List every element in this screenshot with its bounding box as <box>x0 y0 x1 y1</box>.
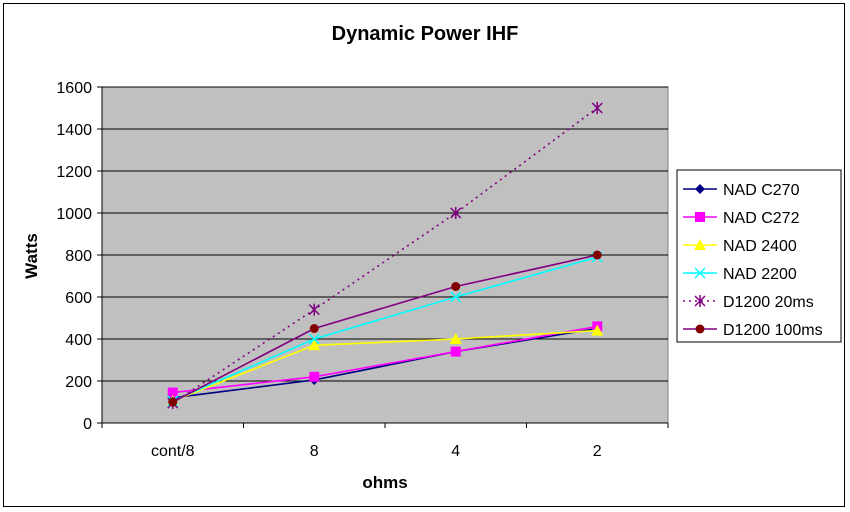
series-line <box>172 325 598 394</box>
x-tick-label: cont/8 <box>151 443 195 460</box>
y-tick-label: 600 <box>65 290 92 307</box>
x-tick-labels: cont/8 8 4 2 <box>101 423 669 460</box>
chart-title: Dynamic Power IHF <box>332 23 519 45</box>
legend-marker <box>694 267 706 279</box>
legend-marker <box>694 295 706 307</box>
legend: NAD C270 NAD C272 NAD 2400 NAD 2200 D1200 20… <box>676 169 842 343</box>
legend-item: NAD 2200 <box>683 266 797 283</box>
legend-marker <box>694 239 706 250</box>
y-tick-label: 1400 <box>56 122 92 139</box>
legend-marker <box>695 184 705 194</box>
series-line <box>172 256 598 402</box>
series-lines <box>166 102 604 410</box>
legend-item: D1200 100ms <box>683 322 823 339</box>
series-line <box>172 327 598 399</box>
y-tick-label: 400 <box>65 332 92 349</box>
data-point <box>308 303 320 316</box>
y-tick-label: 1200 <box>56 164 92 181</box>
legend-item: NAD C272 <box>683 210 800 227</box>
series-5 <box>168 250 602 407</box>
legend-marker <box>695 212 705 222</box>
x-axis-label: ohms <box>362 473 407 492</box>
data-point <box>308 333 320 345</box>
gridlines <box>102 86 668 382</box>
data-point <box>167 387 178 398</box>
legend-label: D1200 20ms <box>723 294 814 311</box>
y-tick-label: 800 <box>65 248 92 265</box>
y-tick-label: 1600 <box>56 80 92 97</box>
y-axis-label: Watts <box>22 233 41 279</box>
legend-box <box>676 169 842 343</box>
data-point <box>309 371 320 382</box>
data-point <box>591 102 603 114</box>
data-point <box>309 324 319 333</box>
data-point <box>450 207 462 219</box>
series-line <box>172 254 598 403</box>
legend-item: NAD 2400 <box>683 238 797 255</box>
y-tick-labels: 0 200 400 600 800 1000 1200 1400 1600 <box>56 80 102 433</box>
x-tick-label: 8 <box>310 443 319 460</box>
data-point <box>450 291 462 303</box>
legend-label: NAD C270 <box>723 182 800 199</box>
series-line <box>172 329 598 402</box>
data-point <box>451 282 461 291</box>
legend-item: NAD C270 <box>683 182 800 199</box>
legend-marker <box>695 324 705 334</box>
legend-item: D1200 20ms <box>683 294 814 311</box>
data-point <box>168 397 178 407</box>
data-point <box>308 339 321 351</box>
y-tick-label: 0 <box>83 416 92 433</box>
legend-label: NAD 2200 <box>723 266 797 283</box>
x-tick-label: 2 <box>593 443 602 460</box>
data-point <box>450 346 461 357</box>
series-line <box>172 107 598 404</box>
legend-label: NAD 2400 <box>723 238 797 255</box>
legend-label: D1200 100ms <box>723 322 823 339</box>
x-tick-label: 4 <box>451 443 460 460</box>
legend-label: NAD C272 <box>723 210 800 227</box>
data-point <box>591 324 604 336</box>
y-tick-label: 200 <box>65 374 92 391</box>
y-tick-label: 1000 <box>56 206 92 223</box>
data-point <box>592 250 602 260</box>
data-point <box>449 333 462 344</box>
